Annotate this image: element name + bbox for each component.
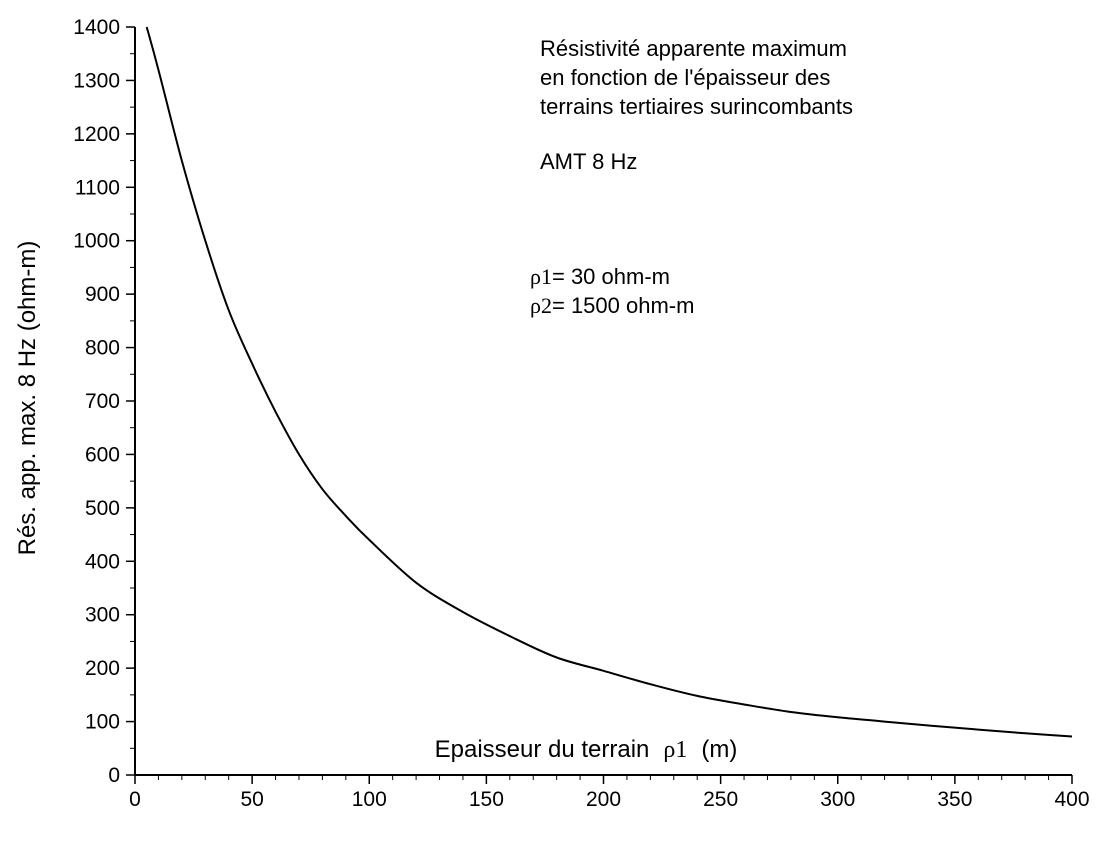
y-tick-label: 900 (85, 283, 120, 306)
series-line (145, 26, 1073, 738)
y-tick-label: 1200 (73, 123, 120, 146)
series-group (145, 26, 1073, 738)
x-tick-label: 50 (240, 788, 263, 811)
title-line: en fonction de l'épaisseur des (540, 65, 831, 90)
x-tick-label: 200 (586, 788, 621, 811)
chart-annotation-title: Résistivité apparente maximum en fonctio… (540, 34, 853, 121)
x-axis-title: Epaisseur du terrain ρ1 (m) (435, 736, 738, 763)
y-tick-label: 100 (85, 711, 120, 734)
rho-symbol: ρ2 (530, 293, 552, 318)
x-axis: 0 50 100 150 200 250 300 350 400 (129, 774, 1090, 811)
title-line: Résistivité apparente maximum (540, 36, 847, 61)
y-tick-label: 700 (85, 390, 120, 413)
y-tick-label: 500 (85, 497, 120, 520)
y-tick-label: 0 (108, 764, 120, 787)
title-line: terrains tertiaires surincombants (540, 94, 854, 119)
x-tick-label: 0 (129, 788, 141, 811)
y-tick-label: 1400 (73, 16, 120, 39)
y-tick-label: 1000 (73, 230, 120, 253)
x-tick-label: 150 (469, 788, 504, 811)
param-value: = 1500 ohm-m (551, 293, 695, 318)
y-tick-label: 1100 (75, 176, 120, 199)
y-tick-label: 200 (85, 657, 120, 680)
x-tick-label: 400 (1054, 788, 1089, 811)
y-tick-label: 400 (85, 550, 120, 573)
x-tick-label: 250 (703, 788, 738, 811)
y-axis: 0 100 200 300 400 500 600 700 800 900 1000 1100 1200… (73, 16, 136, 787)
y-tick-label: 600 (85, 443, 120, 466)
param-line-rho2: ρ2= 1500 ohm-m (530, 291, 694, 320)
x-tick-label: 300 (820, 788, 855, 811)
x-tick-label: 100 (352, 788, 387, 811)
y-tick-label: 300 (85, 604, 120, 627)
param-value: = 30 ohm-m (551, 264, 670, 289)
y-tick-label: 1300 (73, 69, 120, 92)
rho-symbol: ρ1 (530, 264, 552, 289)
y-axis-title: Rés. app. max. 8 Hz (ohm-m) (14, 241, 41, 556)
x-tick-label: 350 (937, 788, 972, 811)
y-tick-label: 800 (85, 337, 120, 360)
chart-annotation-subtitle: AMT 8 Hz (540, 149, 638, 174)
chart-annotation-params: ρ1= 30 ohm-m ρ2= 1500 ohm-m (530, 262, 694, 320)
param-line-rho1: ρ1= 30 ohm-m (530, 262, 694, 291)
